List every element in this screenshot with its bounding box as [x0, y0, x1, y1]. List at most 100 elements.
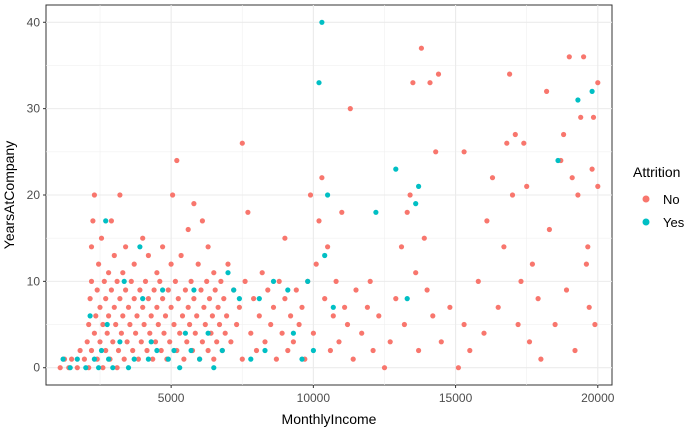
point-no [455, 365, 461, 371]
point-yes [393, 166, 399, 172]
point-no [179, 313, 186, 319]
point-yes [106, 356, 112, 362]
point-no [245, 209, 251, 215]
point-no [152, 339, 159, 345]
point-no [376, 313, 382, 319]
point-no [433, 149, 439, 155]
legend-label-no: No [663, 192, 680, 207]
point-no [575, 192, 581, 198]
point-yes [121, 278, 127, 284]
point-no [381, 365, 388, 371]
point-no [290, 339, 296, 345]
point-no [578, 114, 584, 120]
point-yes [145, 356, 151, 362]
point-yes [125, 365, 132, 371]
point-no [106, 313, 112, 319]
point-no [91, 330, 97, 336]
point-no [154, 270, 160, 276]
point-no [270, 304, 277, 310]
point-no [262, 339, 268, 345]
point-no [461, 149, 467, 155]
point-no [77, 347, 83, 354]
point-no [424, 287, 430, 293]
point-no [224, 313, 230, 319]
point-yes [160, 287, 166, 293]
point-no [178, 252, 184, 259]
point-no [495, 304, 501, 310]
point-no [461, 321, 467, 328]
point-no [123, 287, 129, 293]
point-yes [236, 296, 242, 302]
point-no [293, 287, 299, 293]
point-no [134, 313, 140, 319]
point-no [339, 209, 345, 215]
point-no [211, 270, 217, 276]
point-yes [219, 347, 225, 354]
point-yes [404, 296, 410, 302]
point-no [583, 261, 590, 267]
point-yes [140, 296, 146, 302]
point-no [191, 201, 197, 207]
point-no [273, 356, 279, 362]
point-no [160, 296, 166, 302]
point-yes [256, 296, 262, 302]
point-no [101, 278, 107, 284]
point-no [206, 296, 213, 302]
point-no [561, 131, 567, 138]
point-no [214, 339, 220, 345]
point-no [187, 321, 193, 328]
point-no [222, 330, 228, 336]
point-no [216, 321, 223, 328]
point-no [590, 114, 597, 120]
point-yes [211, 365, 217, 371]
point-no [106, 270, 112, 276]
point-no [199, 339, 205, 345]
point-no [342, 304, 348, 310]
x-tick-label: 10000 [297, 391, 331, 405]
point-no [524, 183, 530, 189]
y-tick-label: 10 [27, 274, 41, 288]
point-no [221, 296, 227, 302]
point-no [128, 278, 134, 284]
point-yes [589, 88, 595, 94]
point-yes [104, 321, 110, 328]
point-yes [60, 356, 66, 362]
point-no [167, 339, 173, 345]
point-yes [154, 347, 160, 354]
point-yes [103, 218, 109, 224]
point-no [96, 261, 102, 267]
point-yes [262, 347, 268, 354]
point-yes [319, 19, 325, 25]
point-no [81, 356, 87, 362]
point-no [125, 304, 132, 310]
point-yes [87, 313, 93, 319]
point-yes [316, 80, 322, 86]
point-yes [96, 365, 102, 371]
point-no [489, 175, 496, 181]
point-no [359, 330, 365, 336]
point-no [191, 296, 197, 302]
point-no [204, 278, 210, 284]
point-no [256, 313, 262, 319]
x-axis-title: MonthlyIncome [282, 411, 377, 427]
point-no [393, 296, 399, 302]
point-no [161, 330, 167, 336]
point-no [114, 365, 120, 371]
point-no [121, 356, 127, 362]
point-no [205, 244, 211, 250]
point-no [538, 356, 544, 362]
point-no [74, 365, 80, 371]
point-no [158, 347, 164, 354]
point-no [347, 106, 353, 112]
grid-minor [46, 5, 612, 385]
point-no [501, 244, 507, 250]
point-no [592, 321, 598, 328]
point-no [209, 313, 215, 319]
point-no [145, 252, 151, 259]
point-yes [182, 330, 188, 336]
point-no [251, 296, 257, 302]
point-no [103, 296, 109, 302]
point-no [581, 54, 587, 60]
point-yes [270, 278, 277, 284]
